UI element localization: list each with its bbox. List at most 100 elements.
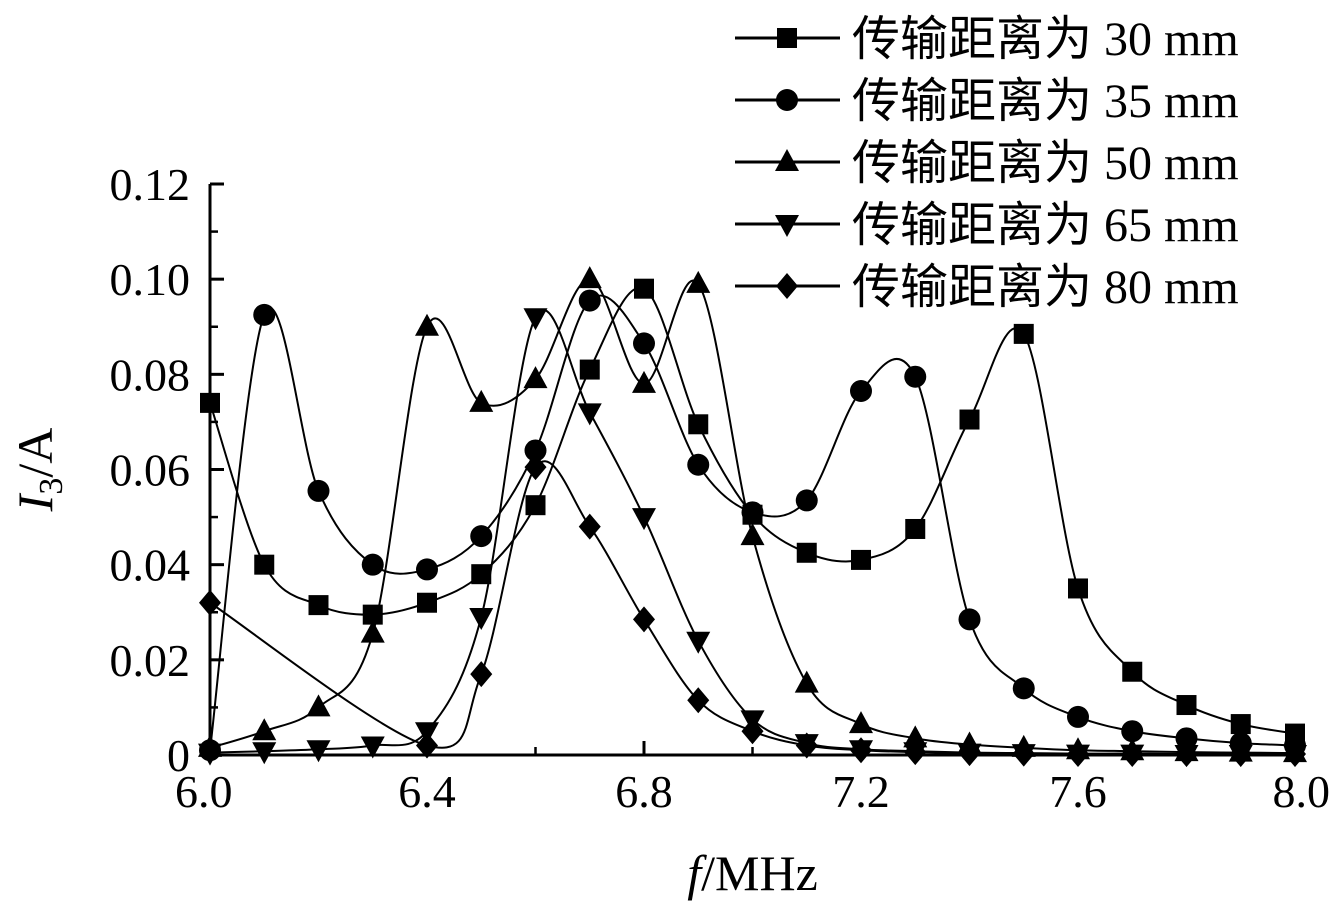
y-tick-label: 0.04 xyxy=(110,540,191,591)
legend: 传输距离为 30 mm 传输距离为 35 mm 传输距离为 50 mm 传输距离为 6… xyxy=(735,13,1239,314)
legend-item: 传输距离为 30 mm xyxy=(735,13,1239,66)
data-point xyxy=(1013,323,1034,344)
data-point xyxy=(959,409,980,430)
data-point xyxy=(470,525,493,548)
y-tick-label: 0.02 xyxy=(110,635,191,686)
data-point xyxy=(1176,695,1197,716)
x-tick-label: 7.2 xyxy=(832,766,890,817)
data-point xyxy=(1230,714,1251,735)
data-point xyxy=(795,489,818,512)
data-point xyxy=(958,740,981,767)
y-tick-label: 0 xyxy=(167,730,190,781)
data-point xyxy=(741,718,764,745)
data-point xyxy=(904,365,927,388)
data-point xyxy=(1068,578,1088,599)
data-point xyxy=(198,743,222,766)
data-point xyxy=(360,736,385,759)
data-point xyxy=(200,392,220,413)
legend-label: 传输距离为 65 mm xyxy=(852,199,1239,252)
data-point xyxy=(634,278,654,299)
data-point xyxy=(252,718,277,741)
data-point xyxy=(905,518,926,539)
x-axis-title: f/MHz xyxy=(687,845,818,901)
x-tick-label: 7.6 xyxy=(1049,766,1107,817)
data-point xyxy=(360,620,385,643)
x-tick-label: 6.8 xyxy=(615,766,673,817)
data-point xyxy=(524,439,547,462)
data-point xyxy=(1012,740,1035,767)
x-tick-label: 6.0 xyxy=(175,766,233,817)
legend-label: 传输距离为 30 mm xyxy=(852,13,1239,66)
data-point xyxy=(686,631,711,654)
data-point xyxy=(633,606,655,633)
data-point xyxy=(253,303,276,326)
data-point xyxy=(904,739,927,766)
data-point xyxy=(470,661,493,688)
data-point xyxy=(849,711,873,734)
data-point xyxy=(632,370,656,393)
data-point xyxy=(795,732,818,759)
data-point xyxy=(469,389,494,412)
series-5 xyxy=(199,454,1306,768)
legend-item: 传输距离为 35 mm xyxy=(735,75,1239,128)
data-point xyxy=(307,479,330,502)
x-tick-label: 8.0 xyxy=(1273,766,1331,817)
legend-label: 传输距离为 80 mm xyxy=(852,261,1239,314)
data-point xyxy=(416,558,438,581)
data-point xyxy=(471,564,492,585)
data-point xyxy=(306,740,331,763)
data-point xyxy=(417,592,437,613)
data-point xyxy=(1229,741,1252,768)
data-point xyxy=(1175,741,1198,768)
y-tick-label: 0.06 xyxy=(110,445,191,496)
data-point xyxy=(1121,741,1144,768)
data-point xyxy=(850,379,872,402)
data-point xyxy=(633,332,655,355)
data-point xyxy=(1012,677,1035,700)
data-point xyxy=(578,513,601,540)
legend-marker xyxy=(776,273,798,299)
legend-marker xyxy=(776,89,798,111)
data-point xyxy=(850,737,872,764)
series-2 xyxy=(199,289,1306,762)
data-point xyxy=(306,694,331,717)
data-point xyxy=(796,542,817,563)
legend-item: 传输距离为 65 mm xyxy=(735,199,1239,252)
legend-label: 传输距离为 35 mm xyxy=(852,75,1239,128)
data-point xyxy=(688,414,709,435)
data-point xyxy=(199,589,221,616)
data-point xyxy=(523,308,548,331)
y-tick-label: 0.12 xyxy=(110,159,191,210)
y-axis-title: I3/A xyxy=(7,428,70,513)
data-point xyxy=(687,453,710,476)
y-tick-label: 0.08 xyxy=(110,349,191,400)
data-point xyxy=(686,270,711,293)
legend-marker xyxy=(775,215,799,237)
axes: 0 0.02 0.04 0.06 0.08 0.10 0.12 6.0 6.4 6.8 7.2 7.6… xyxy=(110,159,1331,817)
data-point xyxy=(851,549,871,570)
data-point xyxy=(415,313,439,336)
legend-item: 传输距离为 80 mm xyxy=(735,261,1239,314)
data-point xyxy=(958,608,981,631)
data-point xyxy=(794,670,819,693)
data-point xyxy=(1067,741,1089,768)
legend-marker xyxy=(777,28,797,48)
data-point xyxy=(687,687,710,714)
data-point xyxy=(523,366,548,389)
y-tick-label: 0.10 xyxy=(110,254,191,305)
data-point xyxy=(1067,705,1089,728)
data-point xyxy=(1122,661,1143,682)
data-point xyxy=(469,608,494,631)
data-point xyxy=(254,554,275,575)
data-point xyxy=(416,732,438,759)
data-point xyxy=(524,454,547,481)
data-point xyxy=(361,553,384,576)
legend-marker xyxy=(775,149,799,171)
data-point xyxy=(903,725,928,748)
legend-item: 传输距离为 50 mm xyxy=(735,137,1239,190)
data-point xyxy=(1175,727,1198,750)
data-point xyxy=(1121,720,1144,743)
data-point xyxy=(577,403,602,426)
